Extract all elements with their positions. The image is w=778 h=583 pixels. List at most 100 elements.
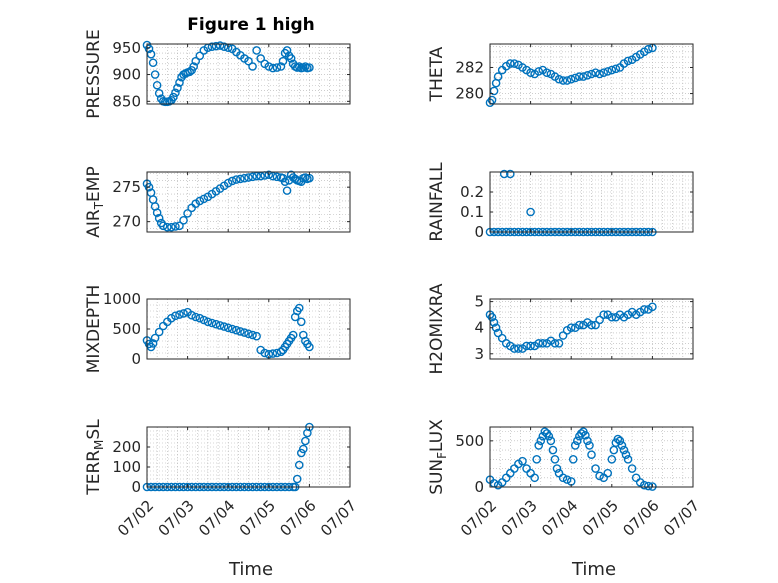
data-point <box>591 320 600 330</box>
data-point <box>195 51 205 61</box>
y-tick-label: 0.1 <box>460 203 484 221</box>
y-tick-label: 0.2 <box>460 183 484 201</box>
data-point <box>595 471 604 481</box>
data-point <box>542 68 552 77</box>
data-point <box>607 65 617 75</box>
data-point <box>236 174 245 184</box>
data-point <box>583 71 592 80</box>
data-point <box>595 69 604 79</box>
y-tick-label: 1000 <box>103 290 141 308</box>
data-point <box>286 54 296 63</box>
data-point <box>591 68 600 77</box>
data-point <box>227 324 237 334</box>
data-point <box>639 480 649 490</box>
data-point <box>175 221 184 231</box>
data-point <box>522 341 531 351</box>
y-tick-label: 275 <box>112 178 141 196</box>
y-axis-label-subscript: F <box>435 452 449 459</box>
data-point <box>148 58 158 68</box>
data-point <box>617 441 627 450</box>
data-point <box>282 186 292 195</box>
data-point <box>150 70 160 79</box>
data-point <box>179 309 188 318</box>
data-point <box>294 460 304 470</box>
data-point <box>215 41 225 50</box>
data-point <box>280 177 290 186</box>
x-tick-label: 07/07 <box>317 497 360 540</box>
data-point <box>536 436 546 446</box>
y-tick-label: 280 <box>455 85 484 103</box>
data-point <box>514 344 523 353</box>
data-point <box>487 312 497 322</box>
data-point <box>544 431 554 441</box>
data-point <box>499 169 509 179</box>
data-point <box>219 322 229 331</box>
x-tick-label: 07/04 <box>195 497 238 540</box>
data-point <box>619 445 629 455</box>
data-point <box>185 67 194 77</box>
data-point <box>621 450 631 459</box>
data-point <box>558 331 568 340</box>
data-point <box>623 455 633 464</box>
data-point <box>558 76 568 85</box>
data-point <box>510 344 519 353</box>
data-point <box>579 72 588 81</box>
series-markers <box>142 170 314 232</box>
data-point <box>183 209 192 218</box>
data-point <box>627 464 637 473</box>
data-point <box>572 436 582 446</box>
data-point <box>575 72 584 81</box>
data-point <box>154 213 164 223</box>
panel-frame <box>146 426 351 488</box>
y-tick-label: 0 <box>474 478 484 496</box>
data-point <box>530 473 539 483</box>
y-axis-label: THETA <box>427 46 447 102</box>
y-tick-label: 850 <box>112 92 141 110</box>
data-point <box>154 327 164 337</box>
data-point <box>554 74 564 84</box>
y-axis-label-part: EMP <box>84 166 104 202</box>
y-tick-label: 270 <box>112 213 141 231</box>
data-point <box>562 475 572 484</box>
data-point <box>173 83 182 93</box>
data-point <box>248 330 257 340</box>
y-tick-label: 500 <box>455 432 484 450</box>
panel-pressure: 850 900 950 PRESSURE <box>84 29 351 119</box>
x-tick-label: 07/04 <box>538 497 581 540</box>
data-point <box>599 310 608 319</box>
data-point <box>562 76 572 85</box>
data-point <box>534 339 544 348</box>
data-point <box>585 441 594 450</box>
data-point <box>583 436 592 446</box>
data-point <box>292 474 302 484</box>
data-point <box>587 69 596 79</box>
data-point <box>296 317 306 327</box>
x-tick-label: 07/05 <box>236 497 279 540</box>
data-point <box>154 88 164 98</box>
data-point <box>294 303 304 313</box>
data-point <box>240 328 249 337</box>
data-point <box>518 456 527 466</box>
y-tick-label: 5 <box>474 293 484 311</box>
data-point <box>152 208 162 217</box>
data-point <box>195 196 205 206</box>
y-axis-label: RAINFALL <box>427 162 447 242</box>
data-point <box>493 72 503 81</box>
data-point <box>538 339 548 348</box>
y-axis-label-part: LUX <box>427 419 447 452</box>
data-point <box>305 342 314 352</box>
data-point <box>203 317 213 327</box>
data-point <box>558 473 568 483</box>
x-tick-label: 07/03 <box>155 497 198 540</box>
data-point <box>577 429 586 438</box>
data-point <box>570 73 580 83</box>
data-point <box>252 331 261 341</box>
y-tick-label: 282 <box>455 58 484 76</box>
data-point <box>587 320 596 330</box>
y-axis-label-part: TERR <box>84 450 104 496</box>
y-axis-label: PRESSURE <box>84 29 104 118</box>
data-point <box>623 56 633 66</box>
